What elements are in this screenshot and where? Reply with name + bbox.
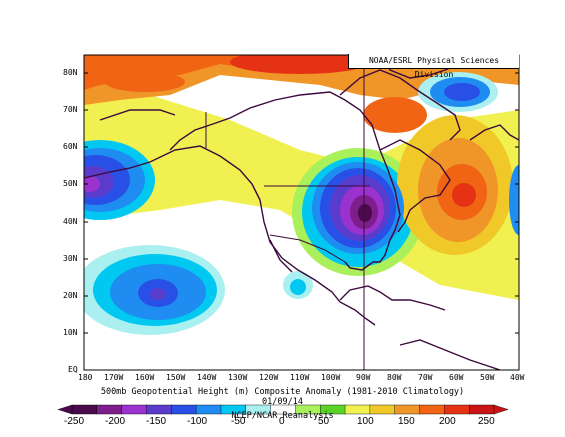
borders (205, 55, 370, 370)
colorbar-label: 200 (439, 416, 456, 427)
lon-label-150w: 150W (166, 373, 186, 382)
lon-label-120w: 120W (259, 373, 279, 382)
colorbar-label: 0 (279, 416, 285, 427)
lat-label-eq: EQ (68, 365, 78, 374)
lat-label-60n: 60N (63, 142, 78, 151)
lon-label-180: 180 (78, 373, 93, 382)
lat-ticks (84, 72, 519, 334)
lat-label-20n: 20N (63, 291, 78, 300)
colorbar-arrow-left (57, 404, 73, 415)
caption-title: 500mb Geopotential Height (m) Composite … (100, 387, 465, 397)
lon-label-160w: 160W (135, 373, 155, 382)
map-frame (83, 54, 520, 371)
colorbar-label: -50 (231, 416, 246, 427)
lat-label-30n: 30N (63, 254, 78, 263)
colorbar-label: -150 (146, 416, 167, 427)
lon-label-110w: 110W (290, 373, 310, 382)
lon-label-170w: 170W (104, 373, 124, 382)
colorbar-label: 100 (357, 416, 374, 427)
colorbar-label: -250 (64, 416, 85, 427)
credit-label: NOAA/ESRL Physical Sciences Division (348, 54, 519, 79)
colorbar-label: 50 (318, 416, 330, 427)
colorbar-label: 150 (398, 416, 415, 427)
lon-label-70w: 70W (418, 373, 433, 382)
colorbar (57, 404, 509, 415)
lat-label-70n: 70N (63, 105, 78, 114)
lon-label-40w: 40W (510, 373, 525, 382)
lon-label-80w: 80W (387, 373, 402, 382)
lat-label-50n: 50N (63, 179, 78, 188)
colorbar-label: -100 (187, 416, 208, 427)
lat-label-40n: 40N (63, 217, 78, 226)
lat-label-80n: 80N (63, 68, 78, 77)
lon-label-130w: 130W (228, 373, 248, 382)
lon-label-90w: 90W (356, 373, 371, 382)
caption-date: 01/09/14 (262, 397, 303, 407)
lon-label-50w: 50W (480, 373, 495, 382)
coastlines (84, 55, 519, 370)
colorbar-label: 250 (478, 416, 495, 427)
lat-label-10n: 10N (63, 328, 78, 337)
lon-label-60w: 60W (449, 373, 464, 382)
lon-label-140w: 140W (197, 373, 217, 382)
lon-label-100w: 100W (321, 373, 341, 382)
caption-source: NCEP/NCAR Reanalysis (231, 411, 334, 421)
colorbar-arrow-right (493, 404, 509, 415)
colorbar-label: -200 (105, 416, 126, 427)
